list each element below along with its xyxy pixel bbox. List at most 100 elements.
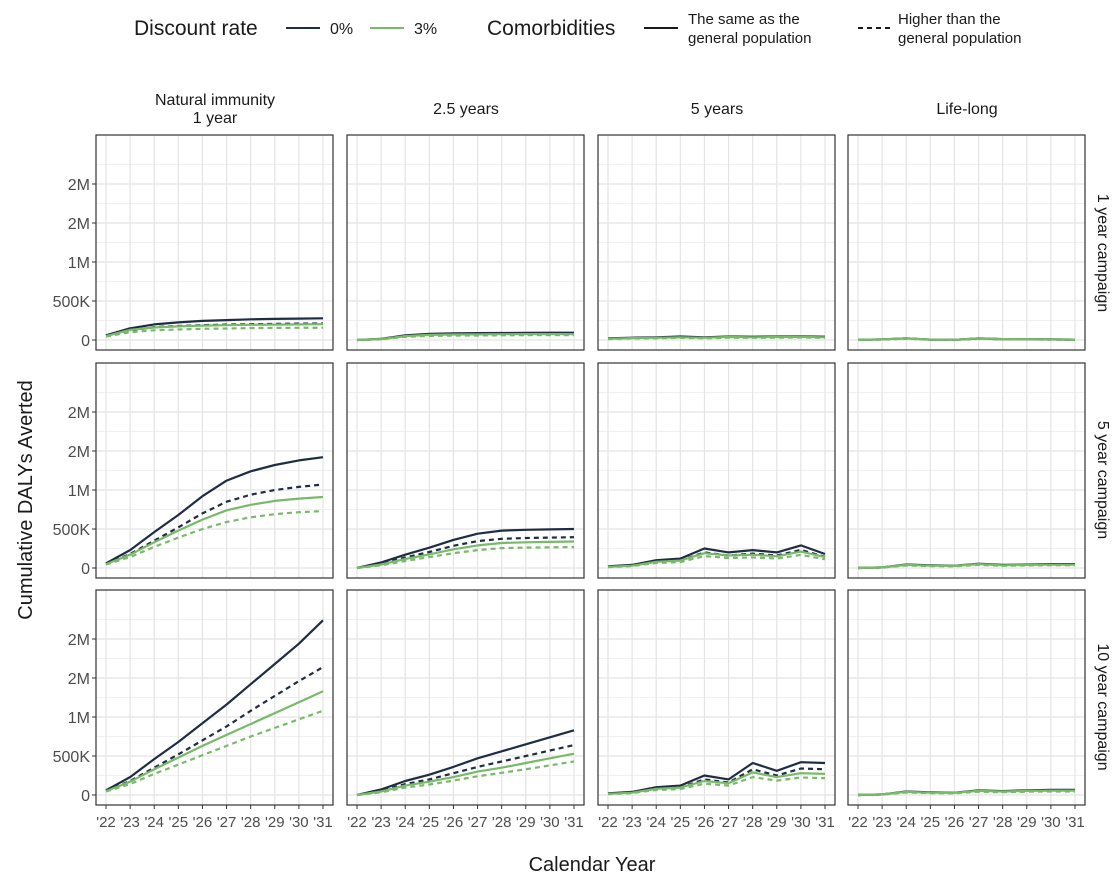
series-line-d0-solid bbox=[105, 317, 324, 337]
panel-border bbox=[847, 134, 1086, 351]
y-tick-label: 2M bbox=[68, 671, 90, 688]
x-tick-label: '25 bbox=[671, 814, 691, 831]
x-tick-label: '30 bbox=[791, 814, 811, 831]
x-tick-label: '31 bbox=[313, 814, 333, 831]
panel-r0-c3 bbox=[847, 134, 1086, 351]
column-strip-label: Natural immunity bbox=[155, 92, 275, 109]
x-tick-label: '28 bbox=[743, 814, 763, 831]
legend-label-same-line1: The same as the bbox=[688, 11, 800, 28]
panel-border bbox=[597, 589, 836, 806]
x-tick-label: '23 bbox=[371, 814, 391, 831]
series-line-d3-solid bbox=[105, 690, 324, 793]
y-axis-title: Cumulative DALYs Averted bbox=[15, 380, 37, 619]
series-line-d0-solid bbox=[607, 761, 826, 795]
x-tick-label: '23 bbox=[872, 814, 892, 831]
series-line-d3-dashed bbox=[607, 336, 826, 341]
x-tick-label: '30 bbox=[289, 814, 309, 831]
series-line-d0-dashed bbox=[356, 536, 575, 570]
x-tick-label: '30 bbox=[540, 814, 560, 831]
series-line-d0-dashed bbox=[105, 483, 324, 565]
y-tick-label: 2M bbox=[68, 216, 90, 233]
x-tick-label: '25 bbox=[169, 814, 189, 831]
row-strip-label: 10 year campaign bbox=[1094, 643, 1111, 770]
series-line-d3-dashed bbox=[607, 553, 826, 569]
x-tick-label: '24 bbox=[896, 814, 916, 831]
y-tick-label: 1M bbox=[68, 710, 90, 727]
panel-r0-c1 bbox=[346, 134, 585, 351]
x-tick-label: '24 bbox=[395, 814, 415, 831]
series-line-d0-solid bbox=[356, 729, 575, 797]
x-tick-label: '22 bbox=[848, 814, 868, 831]
series-line-d3-solid bbox=[105, 323, 324, 338]
x-tick-label: '25 bbox=[420, 814, 440, 831]
x-tick-label: '25 bbox=[921, 814, 941, 831]
x-tick-label: '24 bbox=[144, 814, 164, 831]
legend-label-same-line2: general population bbox=[688, 30, 811, 47]
x-tick-label: '22 bbox=[96, 814, 116, 831]
series-line-d3-dashed bbox=[607, 776, 826, 796]
x-tick-label: '28 bbox=[993, 814, 1013, 831]
panel-r2-c0: 0 500K 1M 2M 2M '22'23'24 '25'26'27'28'29'30'3… bbox=[53, 589, 334, 831]
series-line-d3-dashed bbox=[105, 709, 324, 793]
y-tick-label: 2M bbox=[68, 177, 90, 194]
series-line-d3-solid bbox=[607, 550, 826, 568]
x-tick-label: '31 bbox=[564, 814, 584, 831]
column-strip-label: Life-long bbox=[936, 101, 997, 118]
x-tick-label: '30 bbox=[1041, 814, 1061, 831]
x-tick-label: '26 bbox=[695, 814, 715, 831]
y-tick-label: 0 bbox=[81, 788, 90, 805]
x-tick-label: '27 bbox=[969, 814, 989, 831]
x-tick-label: '29 bbox=[767, 814, 787, 831]
panel-r1-c2 bbox=[597, 362, 836, 579]
column-strip-label: 2.5 years bbox=[433, 101, 499, 118]
panel-border bbox=[346, 362, 585, 579]
panel-r1-c0: 0 500K 1M 2M 2M bbox=[53, 362, 334, 579]
panel-r2-c2: '22'23'24 '25'26'27'28'29'30'31 bbox=[597, 589, 836, 831]
legend-label-discount-3: 3% bbox=[414, 21, 437, 38]
row-strip-label: 5 year campaign bbox=[1094, 421, 1111, 539]
y-tick-label: 0 bbox=[81, 333, 90, 350]
column-strips: Natural immunity 1 year 2.5 years 5 year… bbox=[155, 92, 998, 127]
panel-r2-c3: '22'23'24 '25'26'27'28'29'30'31 bbox=[847, 589, 1086, 831]
series-line-d0-solid bbox=[105, 619, 324, 792]
x-axis-title: Calendar Year bbox=[529, 854, 656, 876]
x-tick-label: '27 bbox=[719, 814, 739, 831]
y-tick-label: 0 bbox=[81, 561, 90, 578]
x-tick-label: '29 bbox=[516, 814, 536, 831]
panel-border bbox=[847, 589, 1086, 806]
x-tick-label: '27 bbox=[468, 814, 488, 831]
series-line-d3-dashed bbox=[857, 337, 1076, 341]
column-strip-label: 1 year bbox=[193, 110, 238, 127]
series-line-d3-dashed bbox=[356, 760, 575, 797]
series-line-d3-solid bbox=[105, 495, 324, 566]
series-line-d3-solid bbox=[356, 540, 575, 570]
x-tick-label: '29 bbox=[265, 814, 285, 831]
y-tick-label: 500K bbox=[53, 294, 91, 311]
panel-r0-c2 bbox=[597, 134, 836, 351]
panel-r1-c3 bbox=[847, 362, 1086, 579]
panel-border bbox=[597, 362, 836, 579]
legend-label-higher-line2: general population bbox=[898, 30, 1021, 47]
legend: Discount rate 0% 3% Comorbidities The sa… bbox=[134, 11, 1021, 47]
column-strip-label: 5 years bbox=[691, 101, 743, 118]
x-tick-label: '29 bbox=[1017, 814, 1037, 831]
panel-r0-c0: 0 500K 1M 2M 2M bbox=[53, 134, 334, 351]
x-tick-label: '28 bbox=[492, 814, 512, 831]
series-line-d0-solid bbox=[105, 456, 324, 565]
y-tick-label: 2M bbox=[68, 405, 90, 422]
panel-r1-c1 bbox=[346, 362, 585, 579]
row-strips: 1 year campaign 5 year campaign 10 year … bbox=[1094, 194, 1111, 771]
x-tick-label: '27 bbox=[217, 814, 237, 831]
y-tick-label: 500K bbox=[53, 749, 91, 766]
panel-border bbox=[95, 362, 334, 579]
y-tick-label: 1M bbox=[68, 255, 90, 272]
series-line-d3-dashed bbox=[857, 790, 1075, 797]
panel-border bbox=[346, 134, 585, 351]
x-tick-label: '26 bbox=[193, 814, 213, 831]
series-line-d0-solid bbox=[356, 527, 575, 570]
series-line-d3-dashed bbox=[105, 510, 324, 566]
y-tick-label: 500K bbox=[53, 522, 91, 539]
series-line-d3-dashed bbox=[105, 326, 324, 338]
